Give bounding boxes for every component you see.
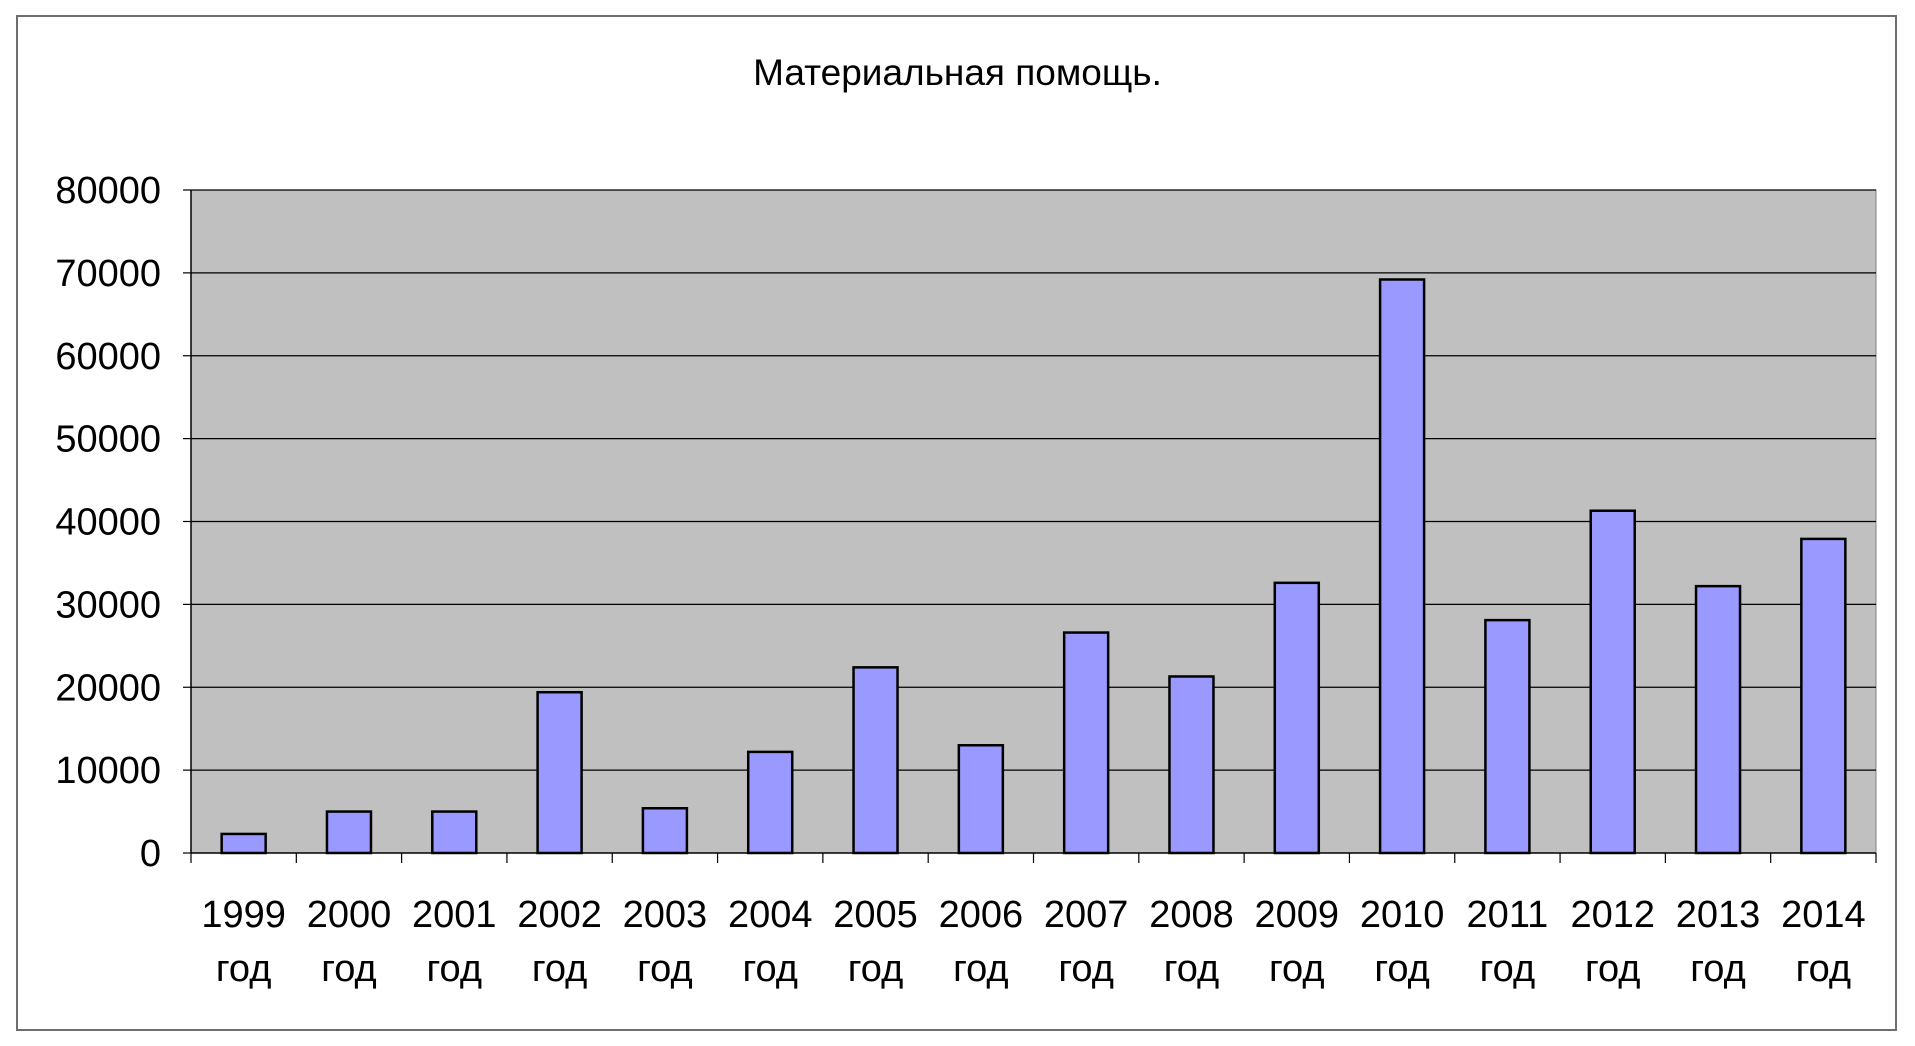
bar-2011: [1484, 618, 1531, 855]
bar-2008: [1168, 675, 1215, 855]
x-tick-label-year: 2004: [728, 894, 813, 936]
bar-2002: [536, 690, 583, 855]
bar-1999: [220, 832, 267, 855]
y-tick-label: 70000: [55, 253, 161, 295]
y-tick-label: 40000: [55, 502, 161, 544]
x-tick-label-year: 2009: [1255, 894, 1340, 936]
x-tick-label-year: 2001: [412, 894, 497, 936]
x-tick-label-unit: год: [532, 948, 588, 990]
x-tick-label-year: 2005: [833, 894, 918, 936]
x-tick-label-year: 2000: [307, 894, 392, 936]
x-tick-label-unit: год: [216, 948, 272, 990]
x-tick-label-unit: год: [1374, 948, 1430, 990]
bar-2004: [746, 750, 794, 855]
x-tick-label-year: 2003: [623, 894, 708, 936]
x-tick-label-unit: год: [637, 948, 693, 990]
chart-title: Материальная помощь.: [753, 52, 1162, 93]
x-tick-label-year: 1999: [201, 894, 286, 936]
y-tick-label: 10000: [55, 750, 161, 792]
x-tick-label-unit: год: [848, 948, 904, 990]
x-tick-label-year: 2012: [1570, 894, 1655, 936]
x-tick-label-year: 2002: [517, 894, 602, 936]
bar-2003: [641, 806, 689, 855]
bar-2001: [431, 810, 478, 855]
y-tick-label: 60000: [55, 336, 161, 378]
x-tick-label-year: 2006: [939, 894, 1024, 936]
x-tick-label-unit: год: [1480, 948, 1536, 990]
x-tick-label-unit: год: [1690, 948, 1746, 990]
x-tick-label-unit: год: [1269, 948, 1325, 990]
bar-2000: [325, 810, 373, 855]
bar-2007: [1062, 631, 1110, 855]
x-tick-label-unit: год: [1796, 948, 1852, 990]
y-tick-label: 0: [140, 833, 161, 875]
bar-2013: [1694, 584, 1742, 855]
y-tick-label: 20000: [55, 667, 161, 709]
x-tick-label-unit: год: [742, 948, 798, 990]
x-tick-label-year: 2007: [1044, 894, 1129, 936]
x-tick-label-unit: год: [1164, 948, 1220, 990]
bar-2010: [1378, 278, 1426, 855]
bar-2014: [1800, 537, 1847, 855]
x-tick-label-year: 2011: [1467, 894, 1549, 936]
y-tick-label: 80000: [55, 170, 161, 212]
bar-2005: [852, 666, 899, 855]
x-tick-label-unit: год: [427, 948, 483, 990]
x-tick-label-year: 2010: [1360, 894, 1445, 936]
x-tick-label-unit: год: [321, 948, 377, 990]
bar-2006: [957, 744, 1005, 855]
x-tick-label-year: 2014: [1781, 894, 1866, 936]
bar-2012: [1589, 509, 1636, 855]
x-tick-label-year: 2008: [1149, 894, 1234, 936]
x-tick-label-unit: год: [953, 948, 1009, 990]
bar-2009: [1273, 581, 1321, 855]
x-tick-label-year: 2013: [1676, 894, 1761, 936]
y-tick-label: 50000: [55, 419, 161, 461]
y-tick-label: 30000: [55, 584, 161, 626]
x-tick-label-unit: год: [1058, 948, 1114, 990]
x-tick-label-unit: год: [1585, 948, 1641, 990]
